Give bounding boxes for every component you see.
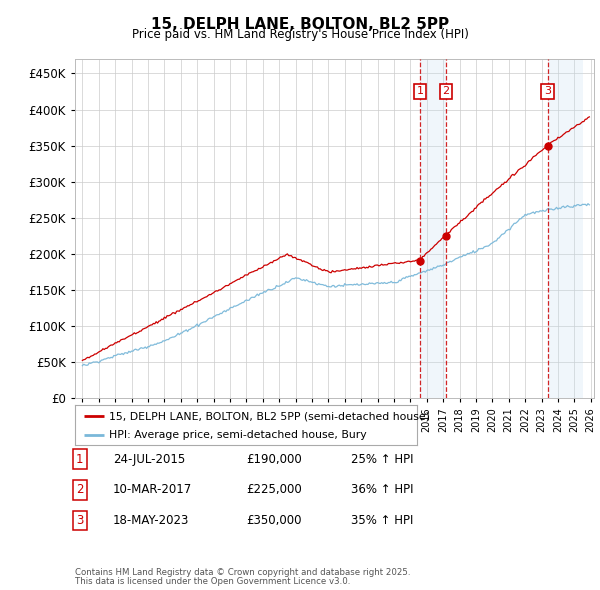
Text: This data is licensed under the Open Government Licence v3.0.: This data is licensed under the Open Gov… <box>75 578 350 586</box>
Bar <box>548 59 583 398</box>
Text: 24-JUL-2015: 24-JUL-2015 <box>113 453 185 466</box>
Text: £225,000: £225,000 <box>246 483 302 496</box>
Text: 15, DELPH LANE, BOLTON, BL2 5PP (semi-detached house): 15, DELPH LANE, BOLTON, BL2 5PP (semi-de… <box>109 411 430 421</box>
Text: 2: 2 <box>76 483 83 496</box>
Text: 1: 1 <box>416 87 424 97</box>
Text: HPI: Average price, semi-detached house, Bury: HPI: Average price, semi-detached house,… <box>109 431 367 440</box>
Text: 25% ↑ HPI: 25% ↑ HPI <box>351 453 413 466</box>
Text: Price paid vs. HM Land Registry's House Price Index (HPI): Price paid vs. HM Land Registry's House … <box>131 28 469 41</box>
Text: Contains HM Land Registry data © Crown copyright and database right 2025.: Contains HM Land Registry data © Crown c… <box>75 568 410 577</box>
Text: 35% ↑ HPI: 35% ↑ HPI <box>351 514 413 527</box>
Text: 15, DELPH LANE, BOLTON, BL2 5PP: 15, DELPH LANE, BOLTON, BL2 5PP <box>151 17 449 31</box>
Text: 18-MAY-2023: 18-MAY-2023 <box>113 514 189 527</box>
Text: 36% ↑ HPI: 36% ↑ HPI <box>351 483 413 496</box>
Text: 2: 2 <box>442 87 449 97</box>
Bar <box>420 59 446 398</box>
Text: 3: 3 <box>76 514 83 527</box>
Text: £190,000: £190,000 <box>246 453 302 466</box>
Text: 3: 3 <box>544 87 551 97</box>
Text: 1: 1 <box>76 453 83 466</box>
Text: £350,000: £350,000 <box>246 514 302 527</box>
Text: 10-MAR-2017: 10-MAR-2017 <box>113 483 192 496</box>
